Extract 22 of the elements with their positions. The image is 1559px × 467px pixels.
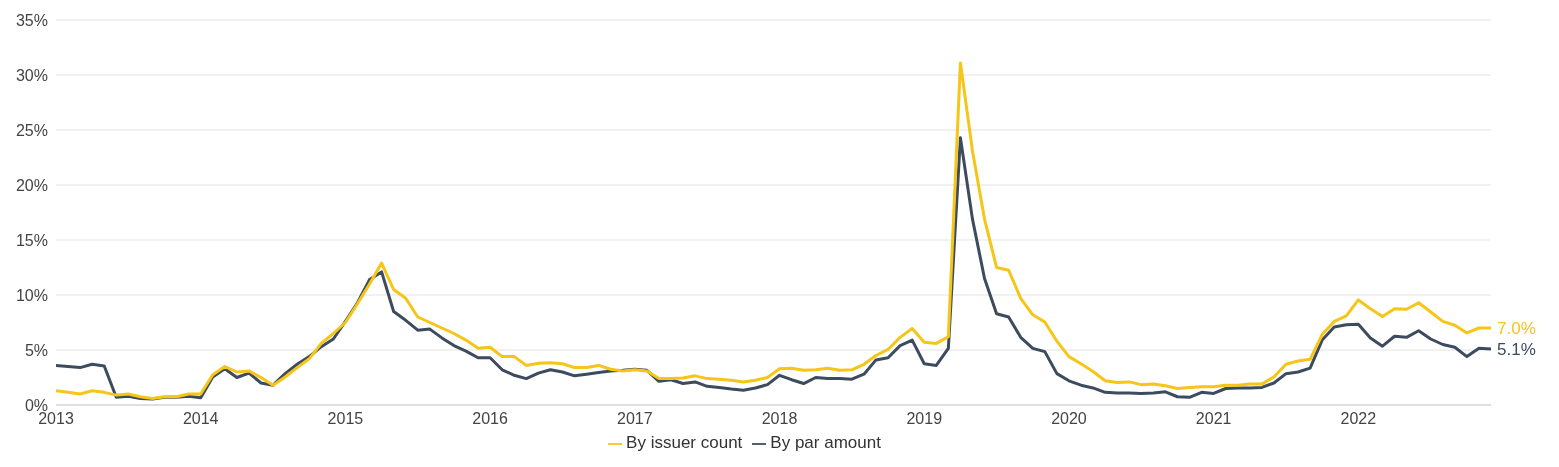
legend-label: By issuer count — [626, 433, 743, 452]
line-series — [56, 61, 1491, 400]
x-tick-label: 2019 — [906, 410, 943, 428]
x-tick-label: 2018 — [761, 410, 798, 428]
y-tick-label: 35% — [15, 11, 48, 29]
y-tick-label: 20% — [15, 176, 48, 194]
x-tick-label: 2016 — [472, 410, 509, 428]
x-tick-label: 2015 — [327, 410, 364, 428]
x-tick-label: 2017 — [617, 410, 653, 428]
y-tick-label: 25% — [15, 121, 48, 139]
y-tick-label: 5% — [24, 341, 48, 359]
x-tick-label: 2021 — [1195, 410, 1232, 428]
annotation: 5.1% — [1497, 339, 1536, 359]
x-tick-label: 2022 — [1340, 410, 1377, 428]
x-tick-label: 2014 — [182, 410, 219, 428]
y-tick-label: 15% — [15, 231, 48, 249]
x-tick-label: 2013 — [38, 410, 74, 428]
x-tick-label: 2020 — [1051, 410, 1087, 428]
annotation: 7.0% — [1497, 319, 1536, 339]
y-tick-label: 10% — [15, 286, 48, 304]
y-tick-label: 30% — [15, 66, 48, 84]
legend-label: By par amount — [770, 433, 881, 452]
